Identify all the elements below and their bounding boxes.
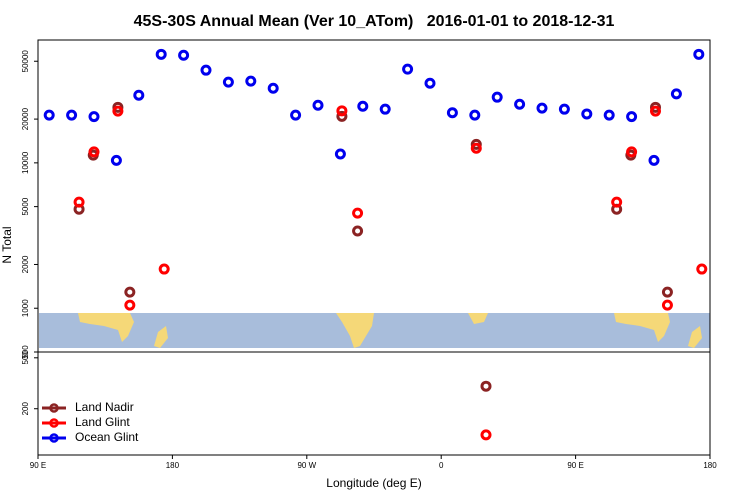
point xyxy=(480,380,492,392)
point xyxy=(158,263,170,275)
y-tick-label: 50000 xyxy=(21,50,30,73)
point xyxy=(352,207,364,219)
point xyxy=(88,111,100,123)
point xyxy=(110,154,122,166)
y-tick-label: 20000 xyxy=(21,107,30,130)
map-strip xyxy=(39,313,710,348)
x-tick-label: 180 xyxy=(166,461,180,470)
point xyxy=(611,196,623,208)
point xyxy=(581,108,593,120)
point xyxy=(290,109,302,121)
point xyxy=(66,109,78,121)
point xyxy=(491,91,503,103)
point xyxy=(155,48,167,60)
point xyxy=(357,100,369,112)
y-tick-label: 500 xyxy=(21,345,30,359)
x-tick-label: 180 xyxy=(703,461,717,470)
point xyxy=(352,225,364,237)
point xyxy=(446,107,458,119)
point xyxy=(124,299,136,311)
ocean xyxy=(39,313,710,348)
y-tick-label: 2000 xyxy=(21,255,30,273)
chart-title: 45S-30S Annual Mean (Ver 10_ATom) 2016-0… xyxy=(134,13,615,30)
x-tick-label: 90 W xyxy=(297,461,316,470)
point xyxy=(402,63,414,75)
y-tick-label: 5000 xyxy=(21,197,30,215)
y-tick-label: 200 xyxy=(21,402,30,416)
point xyxy=(336,105,348,117)
plot-frame xyxy=(37,351,711,456)
y-axis-label: N Total xyxy=(0,226,14,263)
legend-marker xyxy=(49,418,59,428)
land xyxy=(336,313,374,348)
point xyxy=(626,146,638,158)
y-tick-label: 10000 xyxy=(21,151,30,174)
point xyxy=(470,142,482,154)
point xyxy=(470,138,482,150)
land xyxy=(688,326,702,348)
land xyxy=(468,313,488,324)
point xyxy=(649,105,661,117)
point xyxy=(200,64,212,76)
point xyxy=(245,75,257,87)
point xyxy=(603,109,615,121)
point xyxy=(670,88,682,100)
point xyxy=(514,98,526,110)
point xyxy=(124,286,136,298)
x-axis-label: Longitude (deg E) xyxy=(326,476,421,490)
point xyxy=(133,89,145,101)
point xyxy=(648,154,660,166)
point xyxy=(536,102,548,114)
point xyxy=(480,429,492,441)
legend-marker xyxy=(49,433,59,443)
point xyxy=(88,146,100,158)
x-tick-label: 90 E xyxy=(567,461,583,470)
plot-frame xyxy=(37,39,711,353)
point xyxy=(112,105,124,117)
point xyxy=(649,101,661,113)
x-tick-label: 90 E xyxy=(30,461,46,470)
point xyxy=(43,109,55,121)
point xyxy=(626,111,638,123)
point xyxy=(424,77,436,89)
point xyxy=(661,299,673,311)
legend-label: Land Glint xyxy=(75,415,130,429)
land xyxy=(614,313,670,342)
x-tick-label: 0 xyxy=(439,461,444,470)
land xyxy=(154,326,168,348)
point xyxy=(558,103,570,115)
point xyxy=(222,76,234,88)
legend-label: Land Nadir xyxy=(75,400,134,414)
point xyxy=(379,103,391,115)
point xyxy=(73,196,85,208)
point xyxy=(336,110,348,122)
point xyxy=(661,286,673,298)
legend-marker xyxy=(49,403,59,413)
point xyxy=(112,101,124,113)
point xyxy=(267,82,279,94)
point xyxy=(334,148,346,160)
y-tick-label: 500 xyxy=(21,351,30,365)
legend-label: Ocean Glint xyxy=(75,430,139,444)
point xyxy=(469,109,481,121)
point xyxy=(312,99,324,111)
land xyxy=(78,313,134,342)
point xyxy=(178,49,190,61)
point xyxy=(696,263,708,275)
point xyxy=(693,48,705,60)
y-tick-label: 1000 xyxy=(21,299,30,317)
